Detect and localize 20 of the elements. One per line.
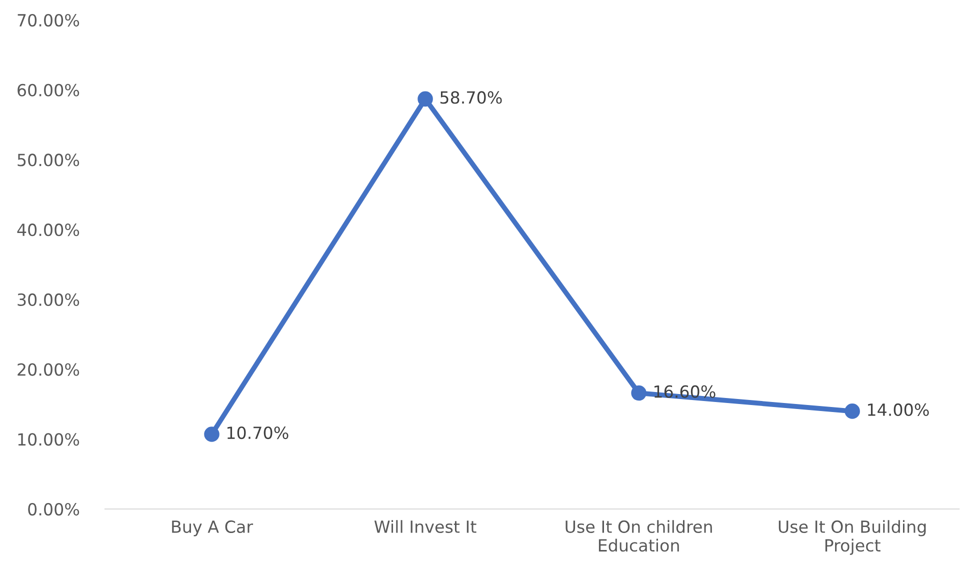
point <box>418 91 433 107</box>
point <box>204 426 220 442</box>
y-tick-label: 30.00% <box>18 293 80 306</box>
data-label: 58.70% <box>440 91 502 104</box>
y-tick-label: 0.00% <box>28 502 80 516</box>
x-tick-label: Will Invest It <box>374 520 476 534</box>
point <box>631 385 646 401</box>
y-tick-label: 40.00% <box>17 224 80 236</box>
y-tick-label: 10.00% <box>18 433 80 446</box>
data-label: 14.00% <box>868 403 929 416</box>
y-tick-label: 60.00% <box>18 84 80 96</box>
x-tick-label: Use It On Building Project <box>778 520 926 555</box>
point <box>844 404 860 419</box>
x-tick-label: Use It On children Education <box>566 520 712 552</box>
x-tick-label: Buy A Car <box>172 520 254 536</box>
y-tick-label: 20.00% <box>18 363 80 376</box>
data-label: 16.60% <box>654 385 716 398</box>
y-tick-label: 70.00% <box>18 14 80 27</box>
y-tick-label: 50.00% <box>18 154 80 166</box>
data-label: 10.70% <box>227 426 288 440</box>
